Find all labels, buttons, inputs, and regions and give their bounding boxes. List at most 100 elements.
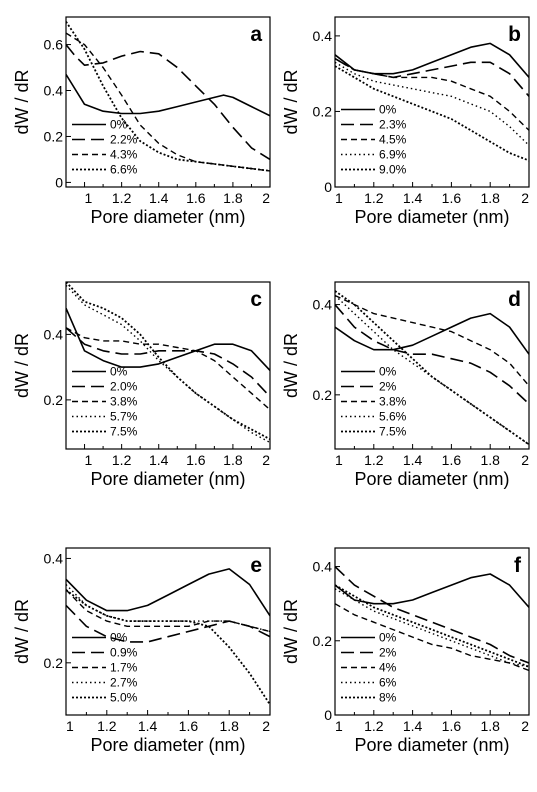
x-tick-label: 1.6 (442, 452, 462, 468)
y-tick-label: 0.6 (44, 37, 64, 53)
x-tick-label: 1.8 (223, 190, 243, 206)
series-line-0 (335, 312, 529, 355)
series-line-4 (335, 65, 529, 162)
panel-letter: d (508, 288, 521, 311)
series-line-1 (335, 57, 529, 97)
legend-label: 8% (379, 691, 397, 705)
series-line-1 (335, 304, 529, 405)
x-tick-label: 1 (66, 718, 74, 734)
x-tick-label: 1.2 (364, 452, 384, 468)
legend-label: 0% (110, 365, 128, 379)
x-tick-label: 1.2 (112, 190, 132, 206)
series-line-3 (335, 61, 529, 146)
x-tick-label: 1.2 (364, 718, 384, 734)
x-tick-label: 1.8 (480, 190, 500, 206)
x-tick-label: 2 (262, 190, 270, 206)
legend-label: 1.7% (110, 661, 138, 675)
y-tick-label: 0.2 (44, 128, 64, 144)
legend-label: 6.6% (110, 163, 138, 177)
legend-label: 2.2% (110, 133, 138, 147)
series-line-0 (66, 568, 270, 617)
legend-label: 2.7% (110, 676, 138, 690)
x-tick-label: 1.4 (403, 452, 423, 468)
legend-label: 6.9% (379, 148, 407, 162)
x-tick-label: 1.6 (179, 718, 199, 734)
panel-c: 1 1.2 1.4 1.6 1.8 2 0.2 0.4 Pore diameter (nm) dW… (12, 281, 271, 489)
x-tick-label: 1.4 (138, 718, 158, 734)
series-line-2 (335, 294, 529, 387)
y-tick-label: 0.2 (44, 392, 64, 408)
legend-label: 7.5% (110, 425, 138, 439)
panel-letter: e (250, 554, 262, 577)
x-tick-label: 1.8 (480, 452, 500, 468)
legend-label: 2% (379, 646, 397, 660)
x-tick-label: 1.6 (442, 190, 462, 206)
series-line-3 (335, 294, 529, 446)
legend-label: 2% (379, 380, 397, 394)
series-line-1 (66, 327, 270, 398)
panel-letter: b (508, 23, 521, 46)
x-tick-label: 2 (521, 452, 529, 468)
legend-label: 4.5% (379, 133, 407, 147)
series-line-1 (335, 566, 529, 664)
legend-label: 0% (379, 103, 397, 117)
y-tick-label: 0.2 (313, 633, 333, 649)
legend-label: 3.8% (110, 395, 138, 409)
legend-label: 4.3% (110, 148, 138, 162)
x-tick-label: 1 (85, 452, 93, 468)
panel-letter: a (250, 23, 262, 46)
y-tick-label: 0 (324, 179, 332, 195)
panel-letter: c (250, 288, 262, 311)
y-tick-label: 0 (55, 174, 63, 190)
x-tick-label: 1 (335, 718, 343, 734)
legend-label: 0% (379, 365, 397, 379)
x-tick-label: 1.4 (149, 452, 169, 468)
legend-label: 9.0% (379, 163, 407, 177)
x-tick-label: 1 (335, 452, 343, 468)
legend-label: 4% (379, 661, 397, 675)
x-tick-label: 1.8 (223, 452, 243, 468)
panel-b: 1 1.2 1.4 1.6 1.8 2 0 0.2 0.4 Pore diameter (nm) d… (281, 16, 530, 227)
legend-label: 0% (110, 631, 128, 645)
x-tick-label: 1 (85, 190, 93, 206)
series-line-4 (335, 290, 529, 446)
x-tick-label: 2 (262, 718, 270, 734)
x-axis-title: Pore diameter (nm) (90, 207, 245, 227)
series-line-0 (335, 573, 529, 608)
x-axis-title: Pore diameter (nm) (90, 469, 245, 489)
legend-label: 0.9% (110, 646, 138, 660)
series-line-3 (66, 21, 270, 172)
panel-f: 1 1.2 1.4 1.6 1.8 2 0 0.2 0.4 Pore diameter (nm) d… (281, 547, 530, 755)
series-line-1 (66, 604, 270, 643)
x-axis-title: Pore diameter (nm) (354, 469, 509, 489)
series-line-2 (66, 32, 270, 172)
plot-frame (334, 16, 530, 188)
legend-label: 0% (379, 631, 397, 645)
y-axis-title: dW / dR (12, 333, 32, 398)
x-tick-label: 1.8 (480, 718, 500, 734)
y-tick-label: 0.4 (313, 559, 333, 575)
series-line-2 (66, 327, 270, 411)
y-tick-label: 0 (324, 707, 332, 723)
legend-label: 2.3% (379, 118, 407, 132)
x-tick-label: 1.8 (219, 718, 239, 734)
series-line-2 (66, 589, 270, 633)
x-tick-label: 1.6 (186, 190, 206, 206)
plot-frame (334, 547, 530, 716)
legend-label: 3.8% (379, 395, 407, 409)
legend-label: 7.5% (379, 425, 407, 439)
legend-label: 6% (379, 676, 397, 690)
x-tick-label: 1.6 (442, 718, 462, 734)
x-tick-label: 1.2 (364, 190, 384, 206)
y-axis-title: dW / dR (281, 599, 301, 664)
x-axis-title: Pore diameter (nm) (354, 735, 509, 755)
series-line-3 (335, 588, 529, 668)
series-line-1 (66, 44, 270, 161)
y-tick-label: 0.2 (313, 387, 333, 403)
legend-label: 5.6% (379, 410, 407, 424)
series-line-4 (335, 584, 529, 668)
x-tick-label: 1.2 (97, 718, 117, 734)
legend-label: 2.0% (110, 380, 138, 394)
x-tick-label: 1.2 (112, 452, 132, 468)
